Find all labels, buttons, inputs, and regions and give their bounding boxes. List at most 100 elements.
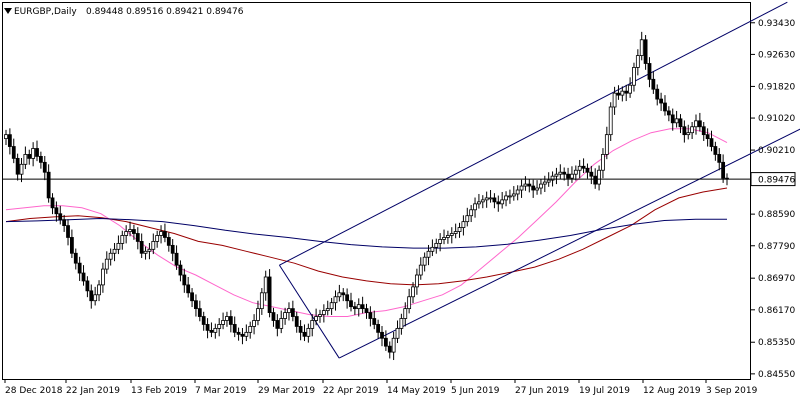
candle-body [244, 331, 249, 337]
candle-body [345, 294, 350, 302]
y-tick-label: 0.84550 [758, 370, 795, 380]
current-price-tag: 0.89476 [750, 172, 796, 187]
candle-body [504, 195, 508, 201]
candle-body [116, 242, 121, 250]
candle-body [531, 185, 536, 191]
candle-body [225, 316, 229, 321]
candle-body [694, 120, 698, 128]
candle-body [352, 306, 357, 310]
candle-body [562, 171, 567, 175]
candle-body [128, 229, 132, 232]
candle-body [279, 318, 284, 329]
candle-body [670, 114, 675, 124]
candle-body [337, 292, 342, 298]
candle-body [554, 173, 559, 177]
candle-body [515, 189, 520, 195]
x-tick-label: 29 Mar 2019 [258, 386, 315, 396]
candle-body [271, 312, 276, 321]
candle-body [190, 292, 194, 302]
candle-body [380, 331, 384, 339]
candle-body [717, 154, 722, 163]
candle-body [701, 126, 706, 136]
y-tick-label: 0.88590 [758, 210, 795, 220]
candle-body [50, 197, 55, 209]
candle-body [601, 154, 605, 171]
candle-body [46, 171, 51, 199]
candle-body [159, 231, 163, 236]
candle-body [155, 235, 160, 242]
candle-body [77, 262, 82, 274]
candle-body [69, 237, 74, 254]
x-tick-label: 19 Jul 2019 [579, 386, 630, 396]
candle-body [620, 90, 625, 96]
candle-body [290, 308, 295, 317]
candle-body [473, 203, 477, 211]
candle-body [228, 316, 233, 325]
x-tick-label: 3 Sep 2019 [706, 386, 758, 396]
y-tick-label: 0.86970 [758, 274, 795, 284]
x-tick-label: 13 Feb 2019 [131, 386, 187, 396]
candle-body [166, 237, 171, 246]
candle-body [628, 84, 632, 94]
candle-body [120, 235, 125, 244]
candle-body [209, 329, 214, 333]
candle-body [488, 197, 493, 200]
candle-body [81, 272, 86, 282]
candle-body [139, 241, 144, 254]
candle-body [62, 219, 67, 226]
candle-body [197, 308, 202, 317]
candle-body [570, 173, 574, 179]
candle-body [558, 171, 563, 175]
chart-header: EURGBP,Daily 0.89448 0.89516 0.89421 0.8… [4, 7, 244, 17]
triangle-down-icon[interactable] [4, 8, 12, 14]
candle-body [465, 215, 470, 223]
candle-body [186, 284, 191, 294]
candle-body [632, 67, 636, 86]
candle-body [589, 171, 594, 177]
candle-body [643, 39, 648, 64]
candle-body [682, 126, 687, 136]
candle-body [151, 241, 156, 250]
y-tick-label: 0.86170 [758, 306, 795, 316]
candle-body [713, 146, 718, 155]
candle-body [35, 148, 39, 157]
candle-body [453, 231, 458, 234]
x-tick-label: 12 Aug 2019 [643, 386, 701, 396]
candle-body [438, 239, 443, 244]
candle-body [500, 199, 505, 205]
candle-body [42, 161, 47, 173]
candle-body [550, 175, 555, 181]
candle-body [93, 294, 98, 302]
candle-body [391, 337, 396, 353]
candle-body [27, 154, 32, 159]
candle-body [31, 148, 36, 159]
trendlines [278, 1, 800, 359]
candle-body [325, 308, 330, 312]
candle-body [372, 318, 377, 325]
candle-body [38, 156, 43, 163]
candle-body [457, 227, 462, 232]
candle-body [294, 316, 299, 327]
candle-body [690, 126, 695, 134]
y-tick-label: 0.93430 [758, 19, 795, 29]
candle-body [15, 157, 20, 175]
candle-body [89, 290, 94, 302]
candle-body [705, 134, 710, 140]
candle-body [267, 276, 272, 313]
candle-body [585, 167, 590, 173]
current-price-badge [750, 172, 796, 187]
plot-frame [2, 2, 751, 380]
candle-body [283, 312, 287, 319]
candle-body [318, 314, 322, 317]
y-axis: 0.93430 0.92630 0.91820 0.91020 0.90210 0.885… [751, 19, 795, 380]
candle-body [306, 327, 311, 337]
candle-body [686, 132, 691, 136]
moving-average-line-3 [5, 217, 727, 249]
candle-body [360, 304, 365, 310]
candle-body [608, 106, 613, 136]
candle-body [23, 154, 28, 165]
candle-body [240, 333, 245, 337]
